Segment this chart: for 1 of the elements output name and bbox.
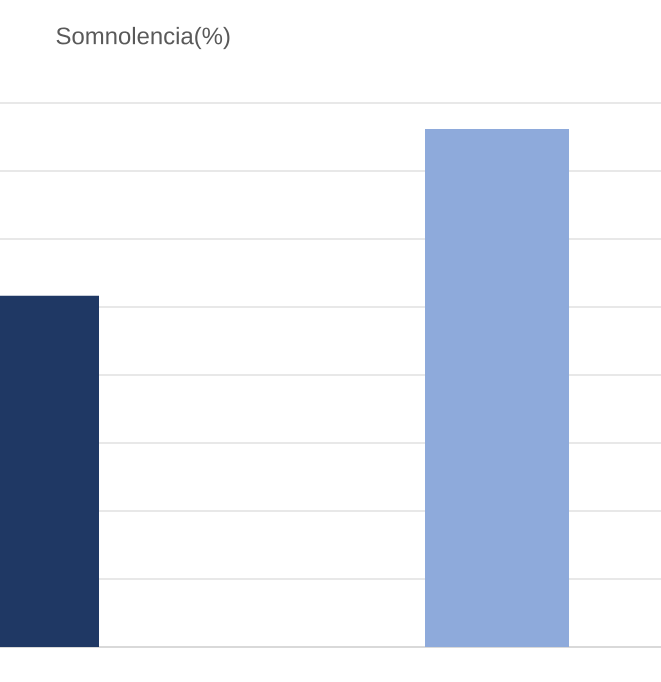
chart-title: Somnolencia(%)	[56, 26, 230, 50]
